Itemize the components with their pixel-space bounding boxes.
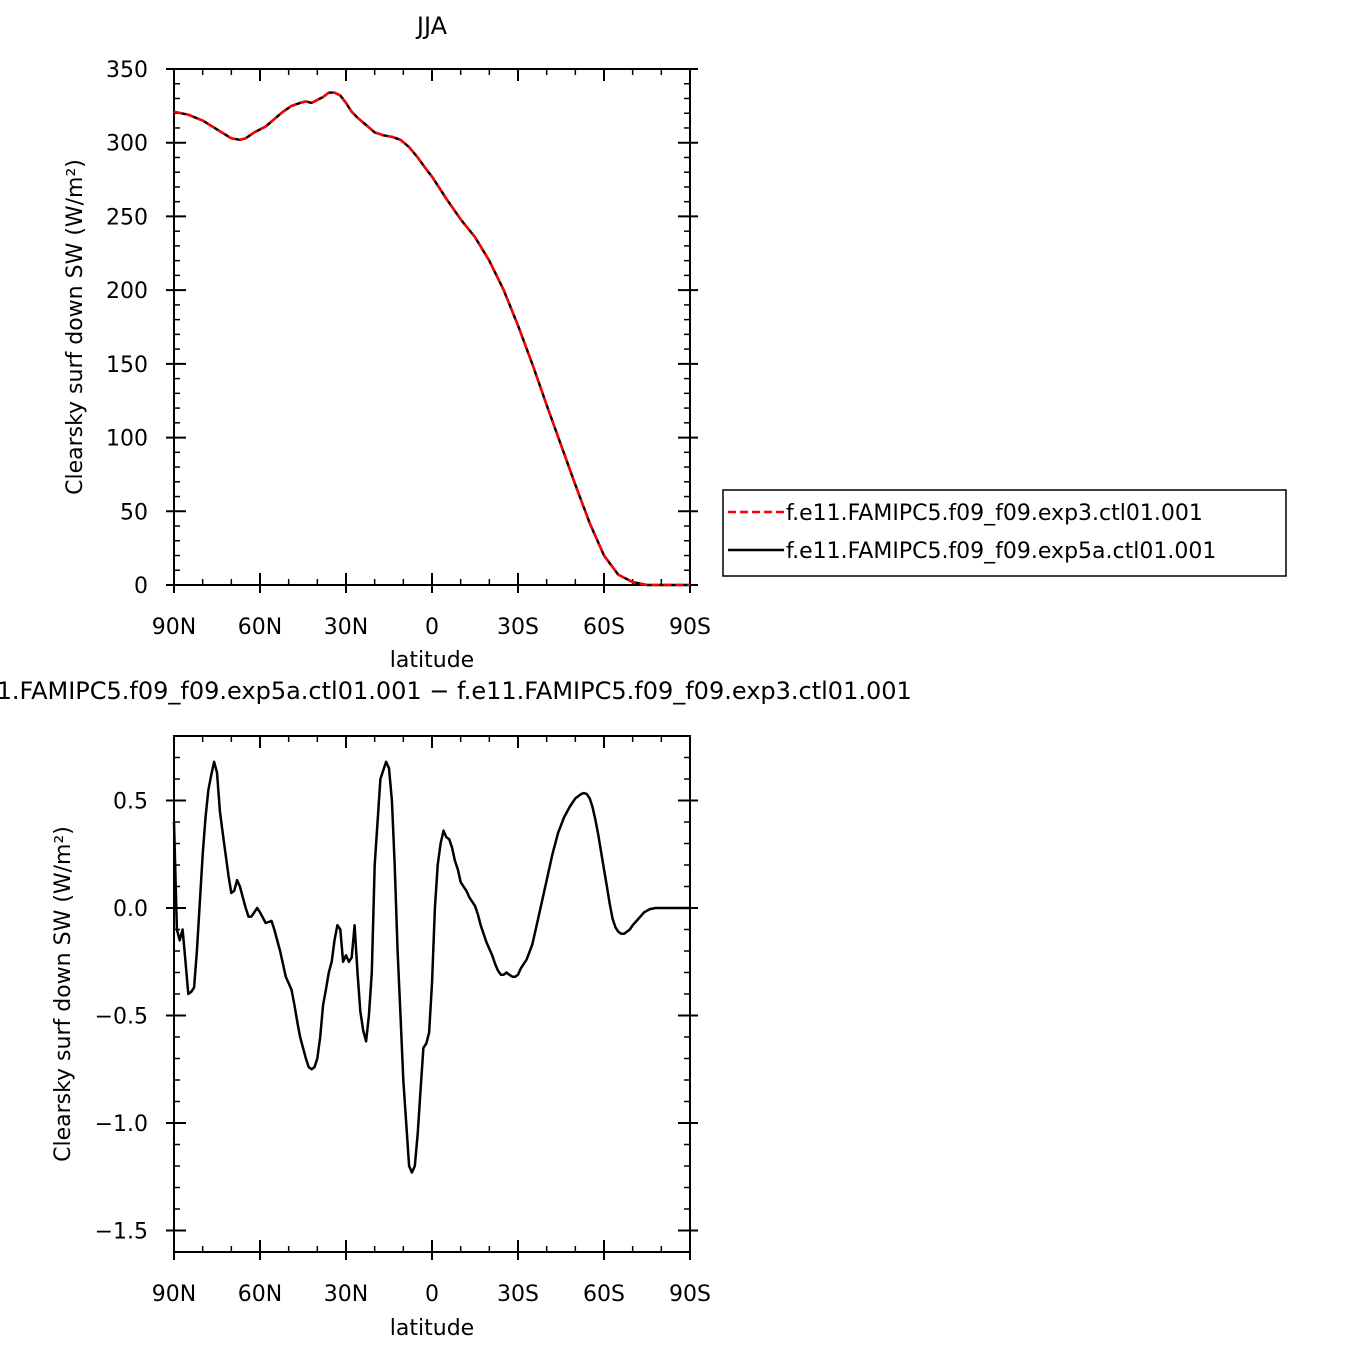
top-x-tick-label: 0 <box>425 615 439 640</box>
top-x-axis-label: latitude <box>390 648 474 673</box>
legend: f.e11.FAMIPC5.f09_f09.exp3.ctl01.001 f.e… <box>722 489 1287 577</box>
bottom-x-tick-label: 30N <box>324 1282 368 1307</box>
bottom-panel: f.e11.FAMIPC5.f09_f09.exp5a.ctl01.001 − … <box>0 677 912 1341</box>
bottom-y-tick-label: −1.5 <box>95 1220 148 1245</box>
bottom-y-axis-label: Clearsky surf down SW (W/m²) <box>51 826 76 1162</box>
top-y-tick-label: 300 <box>106 132 148 157</box>
legend-label-exp5a: f.e11.FAMIPC5.f09_f09.exp5a.ctl01.001 <box>786 539 1216 564</box>
top-y-tick-label: 200 <box>106 279 148 304</box>
top-panel: JJA 90N 60N 30N 0 30S 60S 90S 0 50 100 150 200 250 3… <box>63 12 1287 673</box>
top-x-tick-label: 60S <box>583 615 625 640</box>
bottom-x-tick-label: 30S <box>497 1282 539 1307</box>
bottom-series-line-0 <box>172 760 690 1174</box>
bottom-title: f.e11.FAMIPC5.f09_f09.exp5a.ctl01.001 − … <box>0 677 912 705</box>
bottom-x-tick-label: 0 <box>425 1282 439 1307</box>
top-y-tick-label: 250 <box>106 205 148 230</box>
top-y-tick-label: 150 <box>106 353 148 378</box>
bottom-y-tick-label: 0.5 <box>113 790 148 815</box>
bottom-y-tick-label: −1.0 <box>95 1112 148 1137</box>
legend-box <box>722 489 1287 577</box>
bottom-x-tick-label: 60S <box>583 1282 625 1307</box>
bottom-x-tick-label: 90S <box>669 1282 711 1307</box>
bottom-x-tick-labels: 90N 60N 30N 0 30S 60S 90S <box>152 1282 711 1307</box>
top-x-tick-label: 30N <box>324 615 368 640</box>
bottom-y-tick-label: 0.0 <box>113 897 148 922</box>
top-series-line-1 <box>173 91 690 587</box>
top-series-line-0 <box>173 91 690 587</box>
top-y-tick-label: 50 <box>120 500 148 525</box>
top-x-tick-label: 90N <box>152 615 196 640</box>
top-y-tick-label: 100 <box>106 427 148 452</box>
top-plot-frame <box>173 68 691 586</box>
top-y-tick-label: 0 <box>134 574 148 599</box>
top-x-tick-label: 60N <box>238 615 282 640</box>
top-plot-area <box>166 68 698 593</box>
top-y-tick-labels: 0 50 100 150 200 250 300 350 <box>106 58 148 599</box>
legend-label-exp3: f.e11.FAMIPC5.f09_f09.exp3.ctl01.001 <box>786 501 1203 526</box>
top-title: JJA <box>415 12 448 40</box>
top-x-tick-label: 30S <box>497 615 539 640</box>
bottom-x-tick-label: 90N <box>152 1282 196 1307</box>
bottom-x-tick-label: 60N <box>238 1282 282 1307</box>
top-y-tick-label: 350 <box>106 58 148 83</box>
bottom-y-tick-label: −0.5 <box>95 1005 148 1030</box>
bottom-plot-area <box>166 735 698 1260</box>
top-x-tick-labels: 90N 60N 30N 0 30S 60S 90S <box>152 615 711 640</box>
top-y-axis-label: Clearsky surf down SW (W/m²) <box>63 159 88 495</box>
bottom-x-axis-label: latitude <box>390 1316 474 1341</box>
bottom-y-tick-labels: −1.5 −1.0 −0.5 0.0 0.5 <box>95 790 148 1245</box>
top-x-tick-label: 90S <box>669 615 711 640</box>
